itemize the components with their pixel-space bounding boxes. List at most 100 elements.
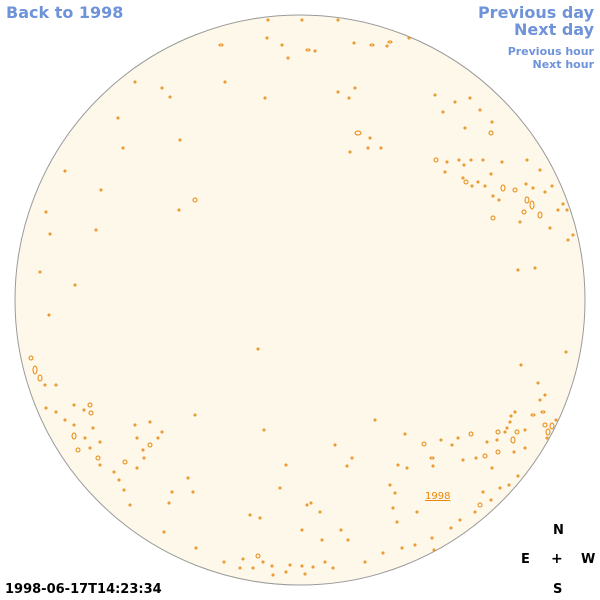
- next-hour-link[interactable]: Next hour: [532, 58, 595, 71]
- contour-mark: [112, 470, 116, 474]
- contour-mark: [477, 502, 483, 508]
- contour-mark: [537, 211, 543, 219]
- contour-mark: [122, 459, 128, 465]
- contour-mark: [261, 560, 265, 564]
- contour-mark: [73, 283, 77, 287]
- contour-mark: [468, 431, 474, 437]
- contour-mark: [473, 510, 477, 514]
- contour-mark: [222, 560, 226, 564]
- contour-mark: [381, 551, 385, 555]
- contour-mark: [323, 560, 327, 564]
- contour-mark: [369, 43, 375, 47]
- contour-mark: [463, 126, 467, 130]
- contour-mark: [177, 208, 181, 212]
- contour-mark: [429, 456, 435, 460]
- contour-mark: [512, 187, 518, 193]
- contour-mark: [482, 453, 488, 459]
- solar-disk: [14, 14, 586, 586]
- previous-day-link[interactable]: Previous day: [477, 3, 594, 22]
- contour-mark: [488, 130, 494, 136]
- contour-mark: [388, 483, 392, 487]
- contour-mark: [525, 158, 529, 162]
- contour-mark: [241, 557, 245, 561]
- contour-mark: [524, 182, 528, 186]
- contour-mark: [168, 95, 172, 99]
- contour-mark: [503, 430, 507, 434]
- contour-mark: [37, 374, 43, 382]
- contour-mark: [162, 530, 166, 534]
- contour-mark: [495, 449, 501, 455]
- contour-mark: [300, 528, 304, 532]
- contour-mark: [193, 413, 197, 417]
- contour-mark: [391, 506, 395, 510]
- contour-mark: [461, 458, 465, 462]
- contour-mark: [305, 48, 311, 52]
- contour-mark: [564, 350, 568, 354]
- contour-mark: [350, 456, 354, 460]
- contour-mark: [333, 443, 337, 447]
- contour-mark: [395, 520, 399, 524]
- contour-mark: [320, 538, 324, 542]
- contour-mark: [133, 80, 137, 84]
- contour-mark: [462, 163, 466, 167]
- contour-mark: [538, 168, 542, 172]
- compass-west-label: W: [581, 552, 596, 567]
- contour-mark: [516, 474, 520, 478]
- contour-mark: [38, 270, 42, 274]
- contour-mark: [514, 429, 520, 435]
- contour-mark: [566, 238, 570, 242]
- contour-mark: [481, 158, 485, 162]
- contour-mark: [407, 36, 411, 40]
- contour-mark: [167, 501, 171, 505]
- contour-mark: [463, 179, 469, 185]
- contour-mark: [194, 546, 198, 550]
- contour-mark: [433, 157, 439, 163]
- contour-mark: [347, 96, 351, 100]
- contour-mark: [32, 365, 38, 375]
- contour-mark: [518, 220, 522, 224]
- contour-mark: [432, 548, 436, 552]
- contour-mark: [278, 486, 282, 490]
- next-day-link[interactable]: Next day: [514, 20, 594, 39]
- contour-mark: [262, 428, 266, 432]
- contour-mark: [248, 513, 252, 517]
- contour-mark: [510, 436, 516, 444]
- contour-mark: [396, 463, 400, 467]
- contour-mark: [368, 136, 372, 140]
- contour-mark: [387, 40, 393, 44]
- contour-mark: [311, 565, 315, 569]
- contour-mark: [458, 518, 462, 522]
- magnetic-contours: [28, 18, 575, 577]
- region-label-1998[interactable]: 1998: [425, 491, 450, 502]
- contour-mark: [403, 432, 407, 436]
- contour-mark: [117, 478, 121, 482]
- contour-mark: [263, 96, 267, 100]
- contour-mark: [554, 418, 558, 422]
- contour-mark: [521, 209, 527, 215]
- contour-mark: [121, 146, 125, 150]
- back-to-year-link[interactable]: Back to 1998: [6, 3, 124, 22]
- contour-mark: [385, 44, 389, 48]
- contour-mark: [313, 49, 317, 53]
- contour-mark: [98, 463, 102, 467]
- contour-mark: [148, 420, 152, 424]
- contour-mark: [453, 100, 457, 104]
- contour-mark: [300, 18, 304, 22]
- contour-mark: [490, 466, 494, 470]
- contour-mark: [485, 440, 489, 444]
- contour-mark: [449, 526, 453, 530]
- contour-mark: [508, 420, 512, 424]
- contour-mark: [431, 464, 435, 468]
- contour-mark: [474, 456, 478, 460]
- contour-mark: [529, 200, 535, 210]
- contour-mark: [72, 423, 76, 427]
- contour-mark: [346, 538, 350, 542]
- previous-hour-link[interactable]: Previous hour: [507, 45, 594, 58]
- contour-mark: [353, 86, 357, 90]
- contour-mark: [223, 80, 227, 84]
- contour-mark: [270, 564, 274, 568]
- contour-mark: [156, 436, 160, 440]
- contour-mark: [186, 476, 190, 480]
- contour-mark: [478, 108, 482, 112]
